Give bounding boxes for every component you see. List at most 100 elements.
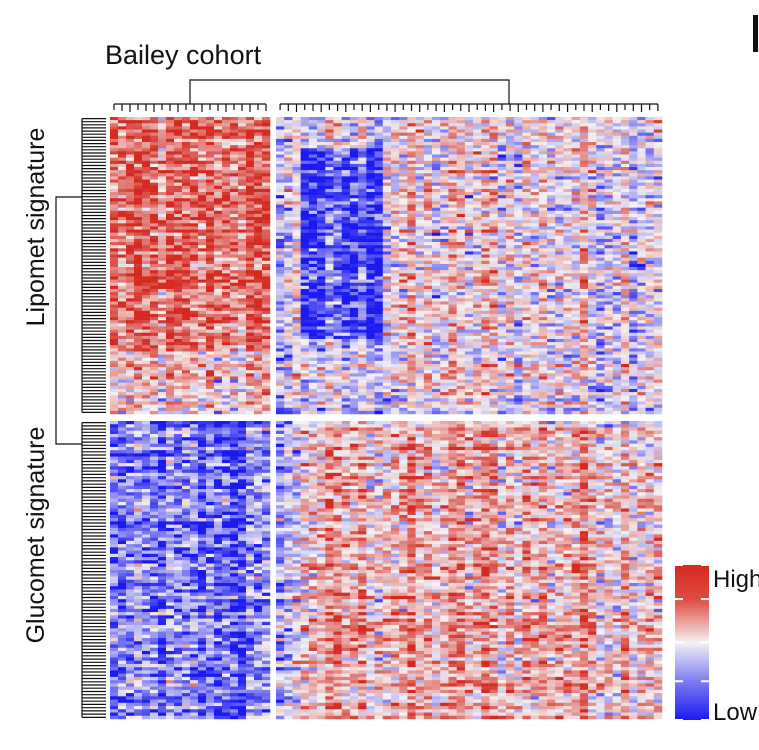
heatmap-cell — [571, 129, 581, 133]
heatmap-cell — [538, 192, 548, 196]
heatmap-cell — [158, 592, 167, 597]
heatmap-cell — [238, 145, 247, 149]
heatmap-cell — [571, 148, 581, 152]
heatmap-cell — [238, 508, 247, 512]
heatmap-cell — [158, 398, 167, 402]
heatmap-cell — [222, 638, 231, 642]
heatmap-cell — [206, 521, 215, 525]
heatmap-cell — [150, 615, 159, 619]
heatmap-cell — [150, 686, 159, 691]
heatmap-cell — [134, 276, 143, 280]
heatmap-cell — [198, 367, 207, 371]
heatmap-cell — [190, 676, 199, 681]
heatmap-cell — [230, 307, 239, 312]
heatmap-cell — [126, 201, 135, 205]
heatmap-cell — [497, 160, 507, 165]
heatmap-cell — [456, 154, 466, 158]
heatmap-cell — [158, 544, 167, 548]
heatmap-cell — [198, 605, 207, 610]
heatmap-cell — [246, 650, 255, 655]
heatmap-cell — [333, 163, 342, 168]
heatmap-cell — [238, 185, 247, 190]
heatmap-cell — [238, 351, 247, 355]
heatmap-cell — [238, 273, 247, 277]
heatmap-cell — [150, 667, 159, 671]
heatmap-cell — [126, 589, 135, 593]
heatmap-cell — [262, 456, 271, 461]
heatmap-cell — [134, 163, 143, 168]
heatmap-cell — [142, 641, 151, 645]
heatmap-cell — [230, 201, 239, 205]
heatmap-cell — [390, 138, 400, 143]
heatmap-cell — [238, 154, 247, 158]
heatmap-cell — [150, 446, 159, 451]
heatmap-cell — [126, 505, 135, 509]
heatmap-cell — [150, 332, 159, 337]
heatmap-cell — [358, 123, 367, 127]
heatmap-cell — [238, 254, 247, 258]
heatmap-cell — [230, 514, 239, 519]
heatmap-cell — [126, 618, 135, 623]
heatmap-cell — [182, 660, 191, 665]
heatmap-cell — [262, 531, 271, 535]
heatmap-cell — [432, 170, 441, 174]
heatmap-cell — [134, 267, 143, 271]
heatmap-cell — [166, 670, 175, 674]
heatmap-cell — [174, 421, 183, 425]
heatmap-cell — [134, 453, 143, 457]
heatmap-cell — [150, 301, 159, 305]
heatmap-cell — [612, 123, 622, 127]
heatmap-cell — [134, 433, 143, 438]
heatmap-cell — [182, 357, 191, 362]
heatmap-cell — [142, 123, 151, 127]
heatmap-cell — [464, 138, 474, 143]
heatmap-cell — [190, 553, 199, 558]
heatmap-cell — [399, 185, 408, 190]
heatmap-cell — [300, 142, 310, 146]
heatmap-cell — [150, 395, 159, 399]
heatmap-cell — [190, 628, 199, 632]
heatmap-cell — [134, 295, 143, 299]
heatmap-cell — [158, 245, 167, 249]
heatmap-cell — [110, 295, 119, 299]
heatmap-cell — [222, 433, 231, 438]
heatmap-cell — [110, 560, 119, 564]
heatmap-cell — [118, 663, 127, 668]
heatmap-cell — [110, 702, 119, 707]
heatmap-cell — [530, 195, 540, 199]
heatmap-cell — [399, 135, 408, 140]
heatmap-cell — [230, 699, 239, 704]
heatmap-cell — [118, 254, 127, 258]
heatmap-cell — [206, 514, 215, 519]
heatmap-cell — [126, 605, 135, 610]
heatmap-cell — [222, 307, 231, 312]
heatmap-cell — [198, 686, 207, 691]
heatmap-cell — [366, 198, 375, 202]
heatmap-cell — [182, 323, 191, 327]
heatmap-cell — [341, 145, 351, 149]
heatmap-cell — [349, 192, 359, 196]
heatmap-cell — [142, 342, 151, 346]
heatmap-cell — [118, 463, 127, 467]
heatmap-cell — [238, 446, 247, 451]
heatmap-cell — [555, 129, 564, 133]
heatmap-cell — [284, 154, 293, 158]
heatmap-cell — [637, 167, 646, 171]
heatmap-cell — [126, 654, 135, 658]
heatmap-cell — [341, 126, 351, 130]
heatmap-cell — [142, 138, 151, 143]
heatmap-cell — [214, 410, 223, 415]
heatmap-cell — [579, 132, 589, 137]
heatmap-cell — [206, 680, 215, 684]
heatmap-cell — [238, 709, 247, 713]
heatmap-cell — [620, 123, 630, 127]
heatmap-cell — [563, 129, 572, 133]
heatmap-cell — [415, 198, 425, 202]
heatmap-cell — [174, 424, 183, 428]
heatmap-cell — [126, 195, 135, 199]
heatmap-cell — [423, 126, 433, 130]
heatmap-cell — [308, 198, 318, 202]
heatmap-cell — [126, 154, 135, 158]
heatmap-cell — [158, 373, 167, 377]
heatmap-cell — [246, 631, 255, 636]
